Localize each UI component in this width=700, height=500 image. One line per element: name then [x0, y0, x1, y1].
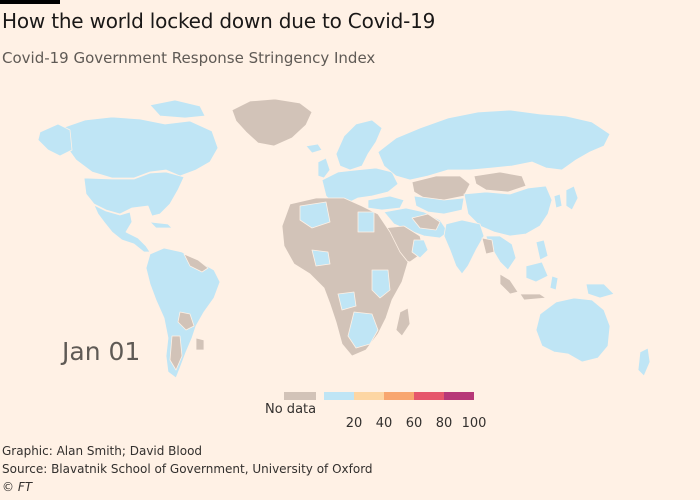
south-america-north-nodata [183, 253, 209, 273]
legend-swatch-20-40 [354, 392, 384, 400]
chart-title: How the world locked down due to Covid-1… [2, 9, 436, 33]
legend-swatch-no-data [284, 392, 316, 400]
canada [61, 116, 219, 179]
sumatra [499, 273, 519, 295]
japan [565, 185, 579, 211]
new-guinea [585, 283, 615, 299]
new-zealand [637, 347, 651, 377]
greenland [231, 98, 313, 147]
legend [0, 390, 700, 430]
central-asia [413, 195, 465, 215]
legend-tick-100: 100 [461, 416, 487, 431]
east-africa [371, 269, 391, 299]
cuba [149, 221, 173, 229]
usa [83, 171, 185, 217]
southern-africa [347, 311, 379, 349]
credit-source: Source: Blavatnik School of Government, … [2, 462, 373, 476]
credit-graphic: Graphic: Alan Smith; David Blood [2, 444, 203, 458]
uk [317, 157, 331, 179]
myanmar-nodata [481, 237, 495, 255]
legend-swatch-0-20 [324, 392, 354, 400]
world-map [37, 98, 651, 379]
sulawesi [549, 275, 559, 291]
scandinavia [335, 119, 383, 171]
legend-no-data-label: No data [265, 402, 317, 417]
algeria [299, 201, 331, 229]
egypt [357, 211, 375, 233]
turkey [367, 195, 405, 211]
patagonia-nodata [169, 335, 183, 371]
central-africa [337, 291, 357, 311]
borneo [525, 261, 549, 283]
brand-bar [0, 0, 60, 4]
iceland [305, 143, 323, 154]
iran-nodata [411, 213, 441, 231]
china [463, 185, 553, 237]
russia [377, 109, 611, 181]
credit-copyright: © FT [2, 480, 33, 494]
chart-subtitle: Covid-19 Government Response Stringency … [2, 49, 376, 67]
philippines [535, 239, 549, 261]
canada-islands [149, 99, 206, 119]
legend-swatch-60-80 [414, 392, 444, 400]
madagascar [395, 307, 411, 337]
korea [553, 193, 563, 209]
legend-swatch-80-100 [444, 392, 474, 400]
date-label: Jan 01 [62, 337, 141, 366]
alaska [37, 123, 73, 157]
uruguay [195, 337, 205, 351]
mexico [93, 204, 151, 253]
west-africa [311, 249, 331, 267]
legend-swatch-40-60 [384, 392, 414, 400]
legend-tick-80: 80 [435, 416, 453, 431]
legend-tick-40: 40 [375, 416, 393, 431]
mongolia [473, 171, 527, 193]
java [519, 293, 547, 301]
paraguay [177, 311, 195, 331]
oman [411, 239, 429, 259]
india [443, 219, 485, 275]
kazakhstan [411, 175, 471, 201]
legend-tick-60: 60 [405, 416, 423, 431]
africa [281, 197, 409, 357]
australia [535, 297, 611, 363]
legend-tick-20: 20 [345, 416, 363, 431]
